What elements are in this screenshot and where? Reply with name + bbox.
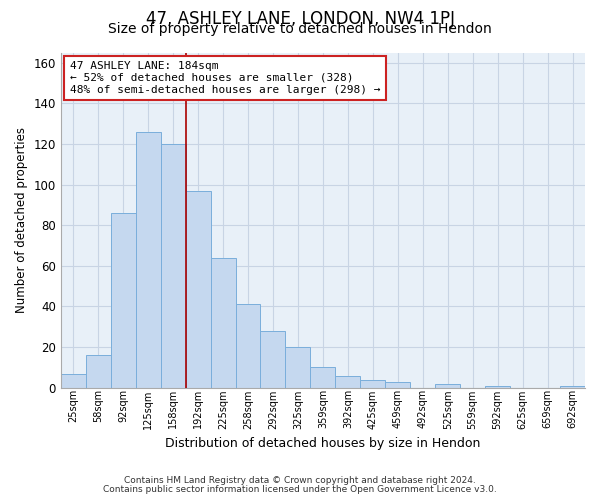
Bar (236, 304, 260, 388)
Bar (136, 132, 161, 388)
Bar (61, 374, 86, 388)
Bar (161, 144, 185, 388)
Bar (286, 347, 310, 388)
Text: Contains public sector information licensed under the Open Government Licence v3: Contains public sector information licen… (103, 485, 497, 494)
Bar (385, 382, 410, 388)
Text: 47, ASHLEY LANE, LONDON, NW4 1PJ: 47, ASHLEY LANE, LONDON, NW4 1PJ (146, 10, 455, 28)
Bar (211, 258, 236, 388)
Bar (111, 213, 136, 388)
Bar (361, 380, 385, 388)
Bar (435, 384, 460, 388)
Bar (185, 190, 211, 388)
Bar (560, 386, 585, 388)
Text: Contains HM Land Registry data © Crown copyright and database right 2024.: Contains HM Land Registry data © Crown c… (124, 476, 476, 485)
Bar (86, 356, 111, 388)
Bar (260, 331, 286, 388)
Bar (485, 386, 510, 388)
Bar (310, 368, 335, 388)
Y-axis label: Number of detached properties: Number of detached properties (15, 127, 28, 313)
Text: Size of property relative to detached houses in Hendon: Size of property relative to detached ho… (108, 22, 492, 36)
X-axis label: Distribution of detached houses by size in Hendon: Distribution of detached houses by size … (165, 437, 481, 450)
Bar (335, 376, 361, 388)
